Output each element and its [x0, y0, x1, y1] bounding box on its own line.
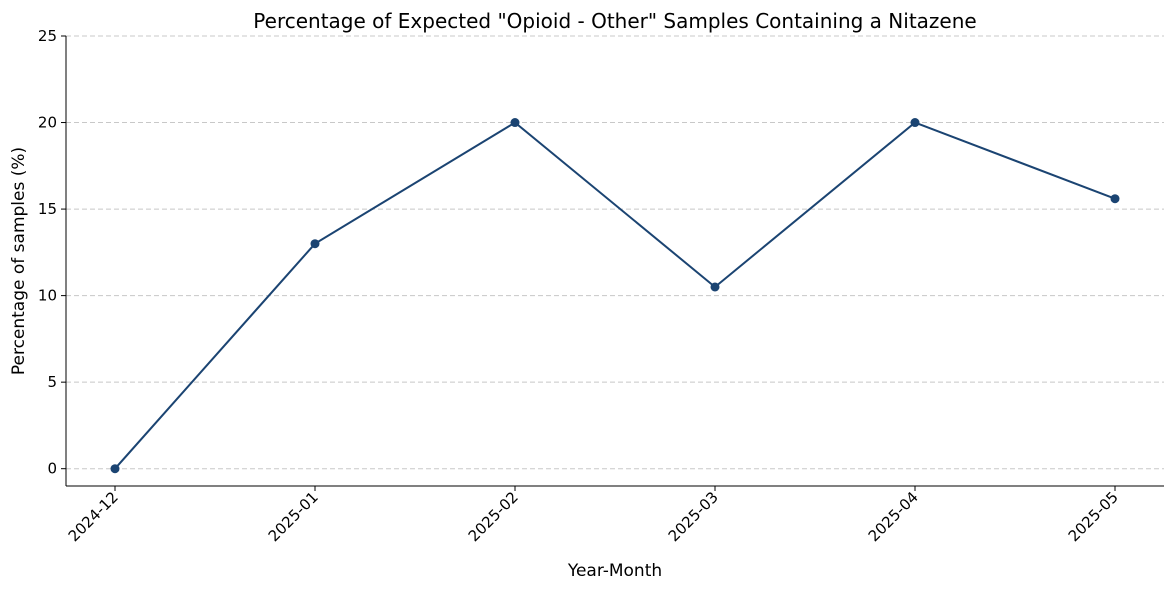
x-tick-label: 2025-02: [465, 488, 522, 545]
x-tick-label: 2025-01: [265, 488, 322, 545]
series-line: [114, 121, 1116, 470]
data-point: [710, 282, 720, 292]
axes: [65, 36, 1164, 487]
x-tick-label: 2024-12: [65, 488, 122, 545]
chart-title: Percentage of Expected "Opioid - Other" …: [253, 9, 976, 33]
data-point: [110, 464, 120, 474]
x-axis-label: Year-Month: [567, 561, 662, 581]
grid-lines: [66, 35, 1164, 470]
x-tick-label: 2025-03: [665, 488, 722, 545]
x-tick-label: 2025-04: [865, 488, 922, 545]
data-series: [110, 118, 1120, 474]
y-tick-label: 15: [38, 200, 57, 218]
data-point: [310, 239, 320, 249]
data-point: [1110, 194, 1120, 204]
y-tick-label: 25: [38, 27, 57, 45]
x-tick-label: 2025-05: [1065, 488, 1122, 545]
y-tick-label: 5: [47, 373, 57, 391]
y-axis-ticks: 0 5 10 15 20 25: [38, 27, 66, 478]
y-axis-label: Percentage of samples (%): [9, 147, 29, 375]
y-tick-label: 20: [38, 114, 57, 132]
data-point: [510, 118, 520, 128]
y-tick-label: 0: [47, 460, 57, 478]
x-axis-ticks: 2024-12 2025-01 2025-02 2025-03 2025-04 2025-…: [65, 486, 1122, 545]
y-tick-label: 10: [38, 287, 57, 305]
data-point: [910, 118, 920, 128]
